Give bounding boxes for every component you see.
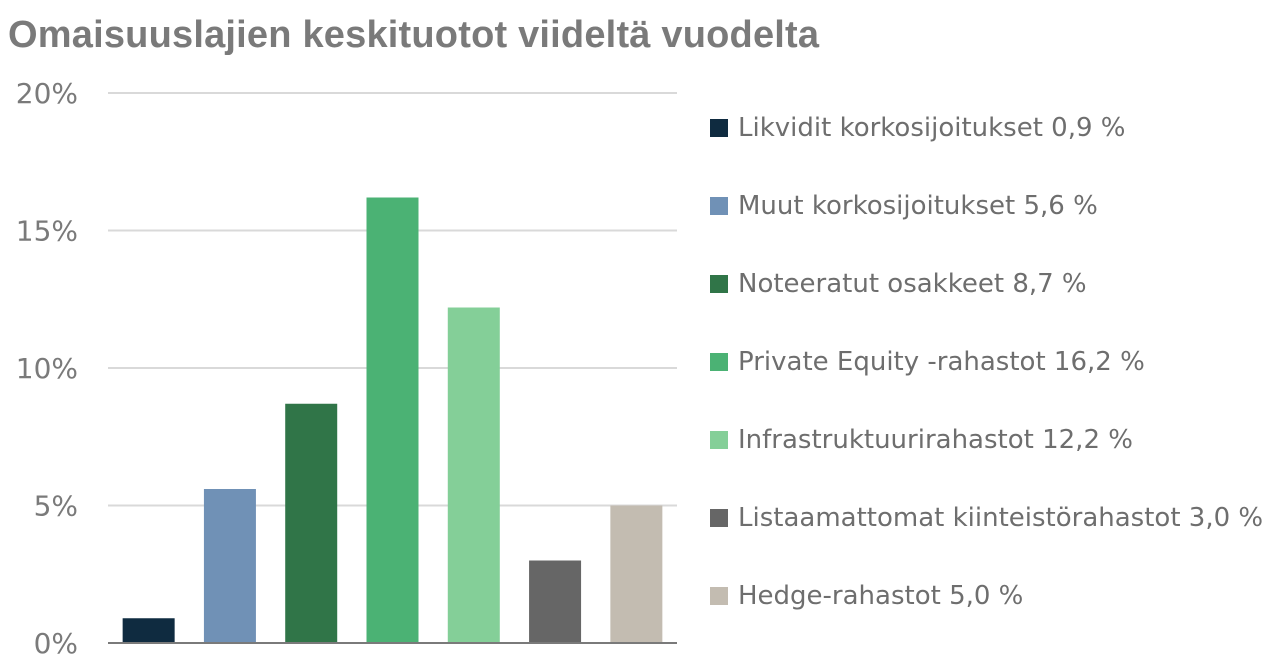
legend-item: Private Equity -rahastot 16,2 %	[710, 344, 1145, 380]
chart-title: Omaisuuslajien keskituotot viideltä vuod…	[8, 14, 820, 56]
legend-swatch	[710, 275, 728, 293]
legend-item: Muut korkosijoitukset 5,6 %	[710, 188, 1098, 224]
legend-item: Hedge-rahastot 5,0 %	[710, 578, 1023, 614]
bar	[610, 505, 663, 643]
legend-label: Infrastruktuurirahastot 12,2 %	[738, 425, 1133, 455]
y-axis-ticks: 0% 5% 10% 15% 20%	[16, 77, 78, 660]
legend-item: Noteeratut osakkeet 8,7 %	[710, 266, 1087, 302]
legend-label: Hedge-rahastot 5,0 %	[738, 581, 1024, 611]
y-tick-label: 5%	[34, 490, 78, 523]
legend-item: Infrastruktuurirahastot 12,2 %	[710, 422, 1133, 458]
bar	[285, 403, 338, 643]
legend-swatch	[710, 431, 728, 449]
y-tick-label: 0%	[34, 627, 78, 660]
legend: Likvidit korkosijoitukset 0,9 % Muut kork…	[710, 0, 1288, 672]
legend-label: Likvidit korkosijoitukset 0,9 %	[738, 113, 1126, 143]
y-tick-label: 15%	[16, 215, 78, 248]
legend-label: Listaamattomat kiinteistörahastot 3,0 %	[738, 503, 1264, 533]
legend-label: Muut korkosijoitukset 5,6 %	[738, 191, 1098, 221]
legend-swatch	[710, 509, 728, 527]
bars	[122, 197, 663, 643]
y-tick-label: 20%	[16, 77, 78, 110]
legend-swatch	[710, 587, 728, 605]
bar	[366, 197, 419, 643]
bar	[122, 618, 175, 643]
y-tick-label: 10%	[16, 352, 78, 385]
legend-swatch	[710, 119, 728, 137]
legend-swatch	[710, 353, 728, 371]
legend-label: Private Equity -rahastot 16,2 %	[738, 347, 1145, 377]
bar	[203, 489, 256, 643]
bar	[447, 307, 500, 643]
legend-swatch	[710, 197, 728, 215]
bar	[529, 560, 582, 643]
legend-item: Likvidit korkosijoitukset 0,9 %	[710, 110, 1126, 146]
legend-label: Noteeratut osakkeet 8,7 %	[738, 269, 1087, 299]
bar-chart: 0% 5% 10% 15% 20%	[16, 77, 677, 660]
legend-item: Listaamattomat kiinteistörahastot 3,0 %	[710, 500, 1263, 536]
